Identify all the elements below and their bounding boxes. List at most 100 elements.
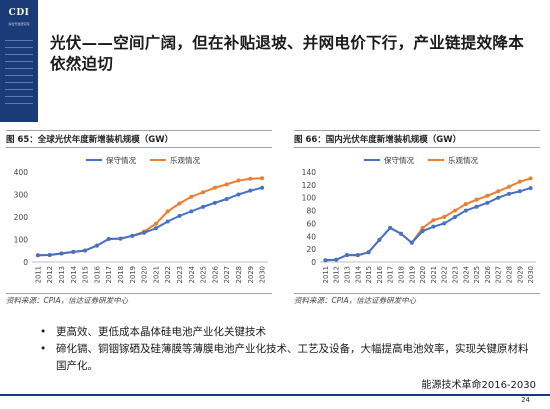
series-1-point-14 — [474, 197, 479, 202]
x-tick-label-10: 2021 — [152, 266, 160, 283]
series-1-point-13 — [189, 194, 194, 199]
x-tick-label-13: 2024 — [462, 266, 470, 283]
x-tick-label-3: 2014 — [354, 266, 362, 283]
y-tick-label-0: 0 — [23, 258, 28, 267]
x-tick-label-15: 2026 — [484, 266, 492, 283]
logo-subtext: 综合开发研究院 — [8, 22, 30, 26]
x-tick-label-14: 2025 — [473, 266, 481, 283]
series-0-point-6 — [106, 237, 111, 242]
chart-global-installs: 保守情况 乐观情况 0 100 200 300 400 2011 2012 2013 2014 201… — [14, 155, 268, 283]
y-tick-label-5: 100 — [302, 194, 317, 203]
bullet-dot: • — [40, 343, 47, 355]
legend-label-1: 乐观情况 — [448, 155, 478, 165]
series-1-point-14 — [201, 190, 206, 195]
series-0-point-19 — [260, 185, 265, 190]
logo-decoration — [5, 40, 33, 110]
series-0-point-15 — [212, 200, 217, 205]
y-tick-label-3: 60 — [306, 219, 316, 228]
x-tick-label-0: 2011 — [322, 266, 330, 283]
chart-caption-domestic: 图 66：国内光伏年度新增装机规模（GW） — [294, 130, 540, 148]
x-tick-label-11: 2022 — [164, 266, 172, 283]
series-0-point-18 — [248, 188, 253, 193]
source-note-domestic: 资料来源：CPIA，信达证券研发中心 — [294, 293, 540, 307]
x-tick-label-1: 2012 — [46, 266, 54, 283]
series-0-point-3 — [71, 249, 76, 254]
series-1-point-12 — [453, 208, 457, 213]
series-0-point-17 — [236, 192, 241, 197]
series-0-point-7 — [118, 236, 123, 241]
x-tick-label-19: 2030 — [259, 266, 267, 283]
x-tick-label-4: 2015 — [82, 266, 90, 283]
x-tick-label-17: 2028 — [235, 266, 243, 283]
series-0-point-0 — [35, 253, 40, 258]
series-1-point-18 — [517, 179, 522, 184]
series-0-point-18 — [517, 189, 522, 194]
x-tick-label-6: 2017 — [387, 266, 395, 283]
series-0-point-12 — [453, 215, 457, 219]
y-tick-label-0: 0 — [311, 258, 316, 267]
series-1-point-11 — [442, 215, 447, 219]
bullet-dot: • — [40, 326, 47, 338]
series-0-point-13 — [463, 208, 468, 213]
x-tick-label-7: 2018 — [117, 266, 125, 283]
source-note-global: 资料来源：CPIA，信达证券研发中心 — [6, 293, 272, 307]
series-0-point-2 — [345, 252, 349, 257]
y-tick-label-1: 20 — [306, 245, 316, 254]
series-0-point-15 — [485, 200, 490, 205]
bullet-item: • 更高效、更低成本晶体硅电池产业化关键技术 — [40, 324, 530, 341]
x-tick-label-6: 2017 — [105, 266, 113, 283]
series-0-point-19 — [528, 186, 533, 191]
series-1-point-11 — [165, 209, 170, 214]
y-tick-label-6: 120 — [302, 181, 317, 190]
y-tick-label-4: 80 — [306, 207, 316, 216]
series-0-point-2 — [59, 251, 64, 256]
series-0-point-9 — [420, 229, 425, 234]
legend-label-0: 保守情况 — [384, 155, 414, 165]
x-tick-label-2: 2013 — [58, 266, 66, 283]
series-1-point-18 — [248, 176, 253, 181]
series-0-point-14 — [474, 204, 479, 209]
series-1-point-15 — [485, 193, 490, 198]
series-1-point-12 — [177, 201, 182, 206]
page-number: 24 — [521, 396, 530, 404]
y-tick-label-2: 200 — [14, 213, 29, 222]
series-0-point-6 — [388, 225, 393, 230]
x-tick-label-5: 2016 — [93, 266, 101, 283]
series-0-point-5 — [94, 243, 99, 248]
series-0-point-0 — [323, 258, 328, 263]
bullet-text: 更高效、更低成本晶体硅电池产业化关键技术 — [56, 326, 266, 338]
series-0-point-4 — [83, 248, 88, 253]
y-tick-label-7: 140 — [302, 168, 317, 177]
legend-label-0: 保守情况 — [106, 155, 136, 165]
y-tick-label-4: 400 — [14, 168, 29, 177]
series-0-point-5 — [377, 237, 382, 242]
legend-label-1: 乐观情况 — [170, 155, 200, 165]
series-0-point-7 — [399, 231, 403, 236]
logo-text: CDI — [8, 8, 30, 18]
x-tick-label-16: 2027 — [495, 266, 503, 283]
y-tick-label-1: 100 — [14, 236, 29, 245]
footer-title: 能源技术革命2016-2030 — [421, 380, 536, 391]
x-tick-label-9: 2020 — [419, 266, 427, 283]
series-0-point-1 — [334, 257, 339, 262]
x-tick-label-2: 2013 — [344, 266, 352, 283]
series-0-point-3 — [355, 253, 360, 258]
x-tick-label-16: 2027 — [223, 266, 231, 283]
bullet-list: • 更高效、更低成本晶体硅电池产业化关键技术 • 碲化镉、铜铟镓硒及硅薄膜等薄膜电池… — [40, 324, 530, 375]
series-0-point-17 — [507, 191, 511, 196]
logo-block: CDI 综合开发研究院 — [0, 0, 38, 122]
x-tick-label-12: 2023 — [176, 266, 184, 283]
x-tick-label-12: 2023 — [452, 266, 460, 283]
series-0-point-13 — [189, 209, 194, 214]
x-tick-label-18: 2029 — [516, 266, 524, 283]
x-tick-label-11: 2022 — [441, 266, 449, 283]
series-0-point-11 — [165, 219, 170, 224]
series-1-point-15 — [212, 185, 217, 190]
series-0-point-9 — [142, 230, 147, 235]
x-tick-label-7: 2018 — [398, 266, 406, 283]
series-1-point-10 — [431, 218, 436, 223]
x-tick-label-0: 2011 — [34, 266, 42, 283]
x-tick-label-3: 2014 — [70, 266, 78, 283]
series-0-point-1 — [47, 253, 52, 258]
